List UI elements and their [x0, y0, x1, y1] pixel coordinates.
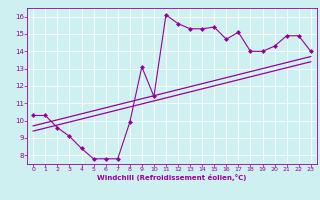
X-axis label: Windchill (Refroidissement éolien,°C): Windchill (Refroidissement éolien,°C) — [97, 174, 247, 181]
